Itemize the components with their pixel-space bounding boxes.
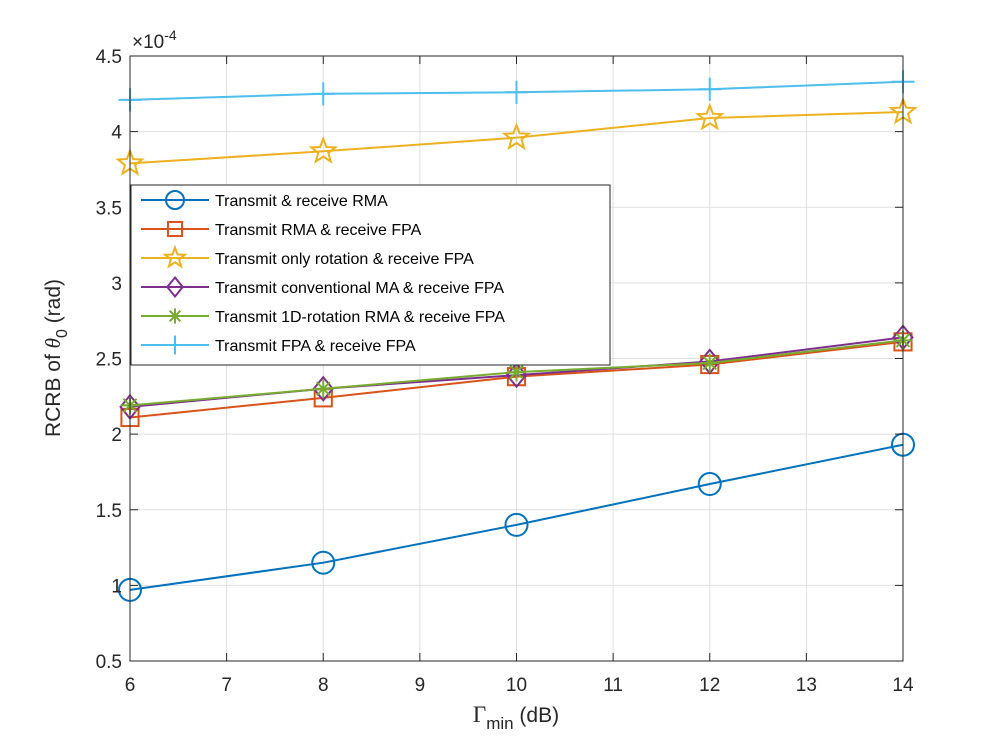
- x-tick-label: 11: [603, 675, 623, 696]
- data-point-plus-marker: [165, 335, 185, 355]
- x-tick-label: 10: [506, 675, 527, 696]
- x-tick-label: 9: [415, 675, 426, 696]
- legend-item-6: Transmit FPA & receive FPA: [141, 335, 416, 355]
- series-line: [129, 110, 904, 165]
- data-point-diamond-marker: [165, 275, 185, 299]
- data-point-star-marker: [162, 244, 188, 269]
- y-tick-label: 1.5: [96, 501, 122, 522]
- x-tick-label: 6: [125, 675, 136, 696]
- data-point-star-marker: [308, 135, 338, 164]
- data-point-circle-marker: [697, 472, 722, 497]
- data-point-plus-marker: [698, 77, 722, 101]
- data-point-asterisk-marker: [700, 353, 720, 373]
- data-point-circle-marker: [311, 550, 336, 575]
- legend-label: Transmit RMA & receive FPA: [215, 222, 422, 239]
- x-axis-label: Γmin (dB): [473, 702, 559, 733]
- data-point-square-marker: [166, 220, 184, 238]
- legend-label: Transmit conventional MA & receive FPA: [215, 280, 504, 297]
- data-point-circle-marker: [504, 512, 529, 537]
- x-tick-label: 8: [318, 675, 329, 696]
- data-point-asterisk-marker: [313, 379, 333, 399]
- x-tick-label: 13: [796, 675, 817, 696]
- data-point-circle-marker: [165, 190, 185, 210]
- data-point-diamond-marker: [312, 375, 335, 402]
- legend-box: [130, 184, 611, 366]
- y-axis-label: RCRB of θ0 (rad): [41, 279, 71, 437]
- legend-item-5: Transmit 1D-rotation RMA & receive FPA: [141, 308, 505, 326]
- data-point-star-marker: [695, 102, 725, 131]
- series-line: [129, 443, 904, 591]
- legend-item-3: Transmit only rotation & receive FPA: [141, 244, 474, 269]
- y-tick-label: 4.5: [96, 47, 122, 68]
- x-tick-label: 7: [221, 675, 232, 696]
- data-point-plus-marker: [504, 80, 529, 104]
- legend-item-1: Transmit & receive RMA: [141, 190, 388, 210]
- legend-label: Transmit FPA & receive FPA: [215, 338, 416, 355]
- y-tick-label: 2: [111, 425, 122, 446]
- y-tick-label: 1: [111, 576, 122, 597]
- legend-label: Transmit only rotation & receive FPA: [215, 251, 474, 268]
- legend: Transmit & receive RMA Transmit RMA & rec…: [130, 184, 611, 366]
- y-tick-label: 0.5: [96, 652, 122, 673]
- y-multiplier: ×10-4: [132, 27, 177, 53]
- y-tick-label: 4: [111, 123, 122, 144]
- y-tick-label: 3.5: [96, 198, 122, 219]
- data-point-star-marker: [501, 122, 532, 151]
- y-tick-label: 2.5: [96, 350, 122, 371]
- x-tick-label: 14: [892, 675, 914, 696]
- data-point-asterisk-marker: [507, 362, 526, 382]
- data-point-plus-marker: [311, 82, 335, 106]
- axis-ticks: 6 7 8 9 10 11 12 13 14 0.5 1 1.5 2 2.5 3 3.5 4 4.5: [96, 47, 914, 696]
- x-tick-label: 12: [699, 675, 720, 696]
- legend-item-4: Transmit conventional MA & receive FPA: [141, 275, 504, 299]
- y-tick-label: 3: [111, 274, 122, 295]
- legend-label: Transmit & receive RMA: [215, 193, 388, 210]
- legend-label: Transmit 1D-rotation RMA & receive FPA: [215, 309, 505, 326]
- data-point-asterisk-marker: [167, 308, 183, 324]
- legend-item-2: Transmit RMA & receive FPA: [141, 220, 422, 239]
